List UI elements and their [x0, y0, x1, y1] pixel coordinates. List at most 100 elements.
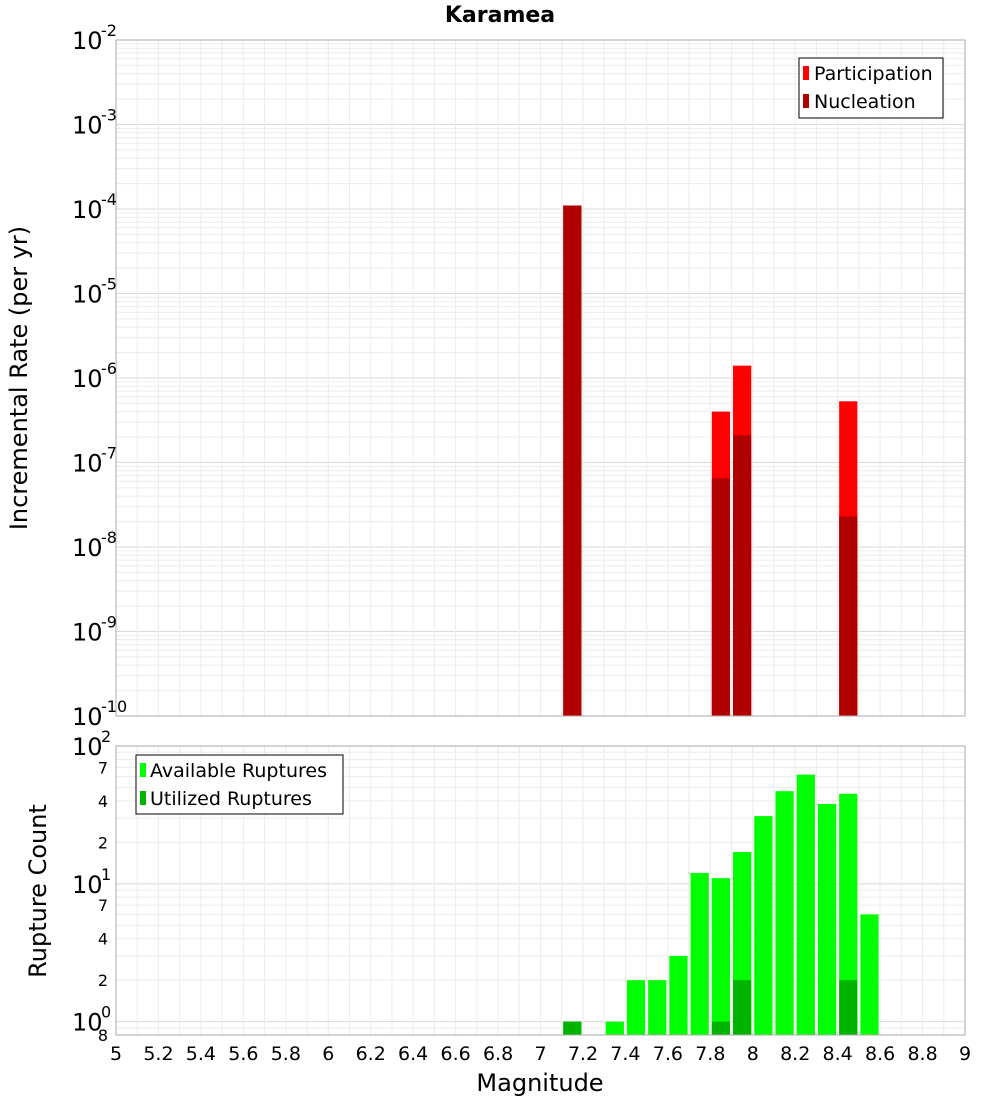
x-tick-label: 9 — [959, 1043, 971, 1065]
x-tick-label: 8.4 — [823, 1043, 853, 1065]
bar-available-ruptures — [860, 914, 879, 1035]
y-tick-minor-label: 7 — [98, 758, 108, 777]
y-tick-exponent: -2 — [101, 21, 117, 40]
x-tick-label: 5.4 — [186, 1043, 216, 1065]
bar-nucleation — [839, 516, 858, 716]
bar-available-ruptures — [711, 878, 731, 1035]
x-tick-label: 5 — [110, 1043, 122, 1065]
y-tick-label: 10-3 — [72, 106, 117, 140]
y-tick-exponent: -9 — [101, 613, 117, 632]
top-bars — [563, 205, 858, 716]
legend-label-nucleation: Nucleation — [814, 91, 916, 113]
y-tick-exponent: -7 — [101, 444, 117, 463]
y-tick-label: 10-2 — [72, 21, 117, 55]
top-y-axis-label: Incremental Rate (per yr) — [5, 226, 33, 530]
x-tick-label: 6.2 — [356, 1043, 386, 1065]
top-plot-frame — [115, 39, 966, 717]
bottom-gridlines — [116, 746, 966, 1036]
bar-available-ruptures — [690, 872, 709, 1035]
x-axis-label: Magnitude — [476, 1069, 603, 1097]
y-tick-base: 10 — [72, 1009, 103, 1037]
y-tick-label: 10-8 — [72, 528, 117, 562]
y-tick-exponent: 2 — [101, 727, 111, 746]
top-y-ticks: 10-210-310-410-510-610-710-810-910-10 — [72, 21, 127, 731]
y-tick-minor-label: 2 — [98, 833, 108, 852]
bottom-legend-box — [135, 754, 344, 815]
chart-title: Karamea — [445, 3, 555, 28]
y-tick-base: 10 — [72, 450, 103, 478]
top-legend: Participation Nucleation — [798, 57, 944, 119]
x-tick-label: 6.6 — [440, 1043, 470, 1065]
x-tick-label: 7.4 — [610, 1043, 640, 1065]
x-tick-label: 5.8 — [271, 1043, 301, 1065]
y-tick-base: 10 — [72, 281, 103, 309]
top-gridlines — [116, 40, 966, 717]
y-tick-label: 10-7 — [72, 444, 117, 478]
bottom-bars — [563, 774, 879, 1035]
bar-available-ruptures — [648, 980, 667, 1035]
legend-label-available: Available Ruptures — [150, 760, 327, 782]
bottom-plot-frame — [115, 745, 966, 1036]
y-tick-label: 10-9 — [72, 613, 117, 647]
bar-utilized-ruptures — [711, 1021, 731, 1035]
bar-available-ruptures — [626, 980, 646, 1035]
x-ticks: 5 5.2 5.4 5.6 5.8 6 6.2 6.4 6.6 6.8 7 7.2 7.4 7.6 7.8 8… — [110, 1043, 971, 1065]
bar-nucleation — [733, 435, 752, 716]
x-tick-label: 6.4 — [398, 1043, 428, 1065]
x-tick-label: 7.8 — [695, 1043, 725, 1065]
y-tick-base: 10 — [72, 365, 103, 393]
x-tick-label: 5.2 — [143, 1043, 173, 1065]
y-tick-minor-label: 7 — [98, 896, 108, 915]
x-tick-label: 7.6 — [653, 1043, 683, 1065]
y-tick-base: 10 — [72, 733, 103, 761]
x-tick-label: 5.6 — [228, 1043, 258, 1065]
y-tick-exponent: -4 — [101, 190, 117, 209]
legend-swatch-nucleation — [803, 94, 809, 108]
x-tick-label: 8 — [747, 1043, 759, 1065]
legend-label-utilized: Utilized Ruptures — [150, 788, 312, 810]
x-tick-label: 6.8 — [483, 1043, 513, 1065]
y-tick-base: 10 — [72, 871, 103, 899]
y-tick-label: 10-5 — [72, 275, 117, 309]
x-tick-label: 8.6 — [865, 1043, 895, 1065]
y-tick-exponent: -5 — [101, 275, 117, 294]
y-tick-minor-label: 4 — [98, 792, 108, 811]
y-tick-label: 10-10 — [72, 697, 127, 731]
y-tick-base: 10 — [72, 703, 103, 731]
y-tick-exponent: -10 — [101, 697, 127, 716]
y-tick-exponent: 0 — [101, 1003, 111, 1022]
x-tick-label: 7.2 — [568, 1043, 598, 1065]
y-tick-exponent: -6 — [101, 359, 117, 378]
bar-available-ruptures — [669, 955, 688, 1035]
y-tick-minor-label: 2 — [98, 971, 108, 990]
bar-available-ruptures — [839, 793, 858, 1035]
y-tick-base: 10 — [72, 27, 103, 55]
x-tick-label: 8.2 — [780, 1043, 810, 1065]
y-tick-label: 10-4 — [72, 190, 117, 224]
y-tick-minor-label: 8 — [98, 1026, 108, 1045]
y-tick-base: 10 — [72, 619, 103, 647]
bar-available-ruptures — [754, 816, 773, 1035]
y-tick-exponent: 1 — [101, 865, 111, 884]
bar-nucleation — [711, 478, 731, 716]
y-tick-base: 10 — [72, 112, 103, 140]
y-tick-label: 100 — [72, 1003, 111, 1037]
bar-available-ruptures — [605, 1021, 624, 1035]
bar-available-ruptures — [775, 791, 794, 1035]
bar-utilized-ruptures — [563, 1021, 582, 1035]
legend-swatch-participation — [803, 66, 809, 80]
y-tick-label: 10-6 — [72, 359, 117, 393]
bar-utilized-ruptures — [733, 980, 752, 1035]
bottom-y-axis-label: Rupture Count — [24, 804, 52, 978]
bar-utilized-ruptures — [839, 980, 858, 1035]
y-tick-exponent: -8 — [101, 528, 117, 547]
y-tick-exponent: -3 — [101, 106, 117, 125]
y-tick-minor-label: 4 — [98, 930, 108, 949]
bottom-legend: Available Ruptures Utilized Ruptures — [135, 754, 344, 815]
bar-available-ruptures — [817, 803, 837, 1035]
y-tick-label: 102 — [72, 727, 111, 761]
x-tick-label: 6 — [322, 1043, 334, 1065]
x-tick-label: 7 — [534, 1043, 546, 1065]
x-tick-label: 8.8 — [907, 1043, 937, 1065]
